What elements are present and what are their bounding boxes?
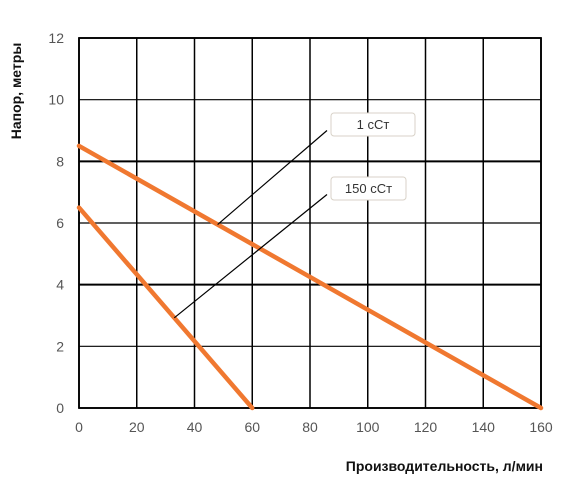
callout-box xyxy=(330,112,416,137)
x-tick-label: 160 xyxy=(529,419,553,435)
x-tick-label: 100 xyxy=(356,419,380,435)
x-axis-label: Производительность, л/мин xyxy=(346,458,543,474)
x-tick-label: 40 xyxy=(187,419,203,435)
series-line xyxy=(76,143,544,411)
callouts: 1 сСт 150 сСт xyxy=(173,112,416,319)
series-label: 1 сСт xyxy=(357,117,390,132)
y-tick-label: 6 xyxy=(56,215,64,231)
y-tick-label: 8 xyxy=(56,153,64,169)
series-line xyxy=(76,205,255,411)
series-label: 150 сСт xyxy=(345,181,392,196)
callout-leader xyxy=(173,194,328,319)
x-tick-labels: 0 20 40 60 80 100 120 140 160 xyxy=(75,419,553,435)
x-tick-label: 140 xyxy=(472,419,496,435)
y-tick-label: 2 xyxy=(56,338,64,354)
x-tick-label: 0 xyxy=(75,419,83,435)
x-tick-label: 120 xyxy=(414,419,438,435)
y-tick-labels: 0 2 4 6 8 10 12 xyxy=(48,30,64,416)
y-tick-label: 12 xyxy=(48,30,64,46)
x-tick-label: 60 xyxy=(244,419,260,435)
y-tick-label: 4 xyxy=(56,277,64,293)
callout-leader xyxy=(217,130,328,225)
y-tick-label: 10 xyxy=(48,92,64,108)
y-axis-label: Напор, метры xyxy=(8,43,24,140)
y-tick-label: 0 xyxy=(56,400,64,416)
plot-frame xyxy=(78,37,542,409)
x-tick-label: 80 xyxy=(302,419,318,435)
callout-box xyxy=(330,176,407,201)
series-lines xyxy=(76,143,544,411)
x-tick-label: 20 xyxy=(129,419,145,435)
grid xyxy=(78,37,542,409)
